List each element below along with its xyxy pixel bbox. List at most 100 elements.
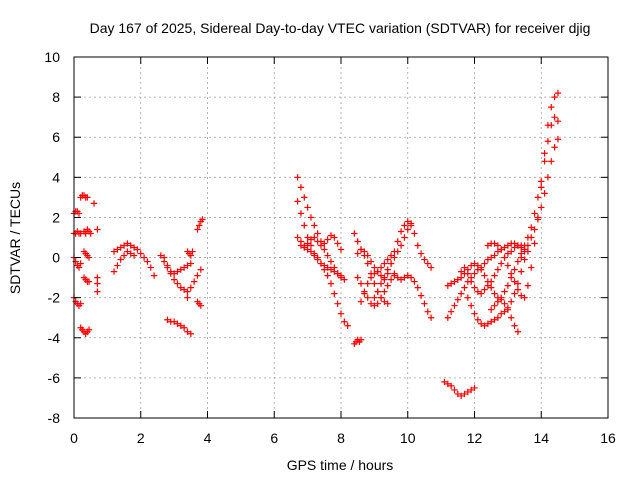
series-s27 — [357, 218, 415, 305]
data-point — [464, 270, 472, 277]
y-tick-label: 8 — [52, 89, 60, 105]
data-point — [504, 242, 512, 249]
data-point — [421, 300, 428, 307]
data-point — [157, 252, 164, 259]
series-s18 — [194, 298, 205, 309]
data-point — [464, 294, 472, 301]
tick-labels: 0 2 4 6 8 10 12 14 16 -8 -6 -4 -2 0 2 4 6 8 10 — [44, 49, 616, 446]
data-point — [337, 272, 345, 279]
data-point — [524, 242, 532, 249]
data-point — [307, 242, 315, 249]
data-point — [538, 204, 545, 211]
data-point — [341, 318, 348, 325]
data-point — [454, 390, 462, 398]
data-points — [70, 89, 562, 400]
data-point — [508, 314, 515, 321]
data-point — [377, 264, 385, 271]
y-tick-label: -2 — [48, 290, 61, 306]
data-point — [180, 324, 188, 331]
data-point — [477, 264, 485, 271]
data-point — [381, 274, 388, 281]
x-tick-label: 6 — [270, 430, 278, 446]
data-point — [498, 294, 505, 301]
data-point — [501, 244, 508, 251]
data-point — [377, 272, 385, 279]
y-axis-label: SDTVAR / TECUs — [7, 182, 23, 294]
y-tick-label: 10 — [44, 49, 60, 65]
data-point — [394, 274, 401, 281]
y-tick-label: 6 — [52, 129, 60, 145]
data-point — [481, 322, 488, 329]
data-point — [384, 256, 391, 263]
data-point — [331, 234, 338, 241]
data-point — [174, 268, 181, 275]
data-point — [117, 244, 124, 251]
data-point — [164, 262, 171, 269]
data-point — [334, 300, 341, 307]
data-point — [417, 292, 425, 299]
y-tick-label: -6 — [48, 370, 61, 386]
data-point — [197, 302, 205, 309]
data-point — [114, 246, 121, 253]
data-point — [357, 246, 365, 253]
data-point — [508, 248, 515, 255]
data-point — [371, 302, 378, 309]
data-point — [294, 174, 301, 181]
y-tick-label: 2 — [52, 209, 60, 225]
data-point — [130, 244, 138, 251]
data-point — [301, 222, 308, 229]
data-point — [189, 248, 196, 255]
data-point — [414, 242, 421, 249]
data-point — [334, 270, 341, 277]
data-point — [199, 216, 206, 223]
data-point — [384, 300, 391, 307]
x-tick-label: 12 — [467, 430, 483, 446]
data-point — [451, 302, 458, 309]
data-point — [494, 266, 502, 273]
data-point — [554, 89, 562, 97]
data-point — [331, 290, 338, 297]
data-point — [491, 290, 498, 297]
data-point — [377, 280, 385, 287]
data-point — [461, 390, 468, 398]
data-point — [491, 316, 498, 323]
data-point — [414, 284, 421, 291]
data-point — [471, 284, 478, 291]
data-point — [531, 226, 538, 233]
data-point — [481, 286, 488, 293]
data-point — [518, 268, 525, 275]
data-point — [511, 244, 518, 251]
data-point — [494, 314, 502, 321]
data-point — [324, 272, 331, 279]
series-s23 — [351, 230, 391, 307]
y-tick-label: 4 — [52, 169, 60, 185]
data-point — [317, 260, 325, 267]
data-point — [90, 200, 98, 207]
data-point — [504, 304, 512, 311]
data-point — [371, 294, 378, 301]
data-point — [87, 230, 94, 237]
data-point — [197, 266, 205, 273]
series-s7 — [80, 248, 93, 261]
x-tick-label: 4 — [204, 430, 212, 446]
y-tick-label: -4 — [48, 330, 61, 346]
data-point — [397, 228, 405, 235]
data-point — [387, 260, 395, 267]
data-point — [444, 380, 451, 388]
data-point — [321, 262, 328, 269]
data-point — [387, 276, 395, 283]
data-point — [357, 336, 365, 343]
data-point — [461, 264, 468, 271]
data-point — [327, 258, 335, 265]
data-point — [511, 278, 518, 285]
data-point — [417, 250, 425, 257]
data-point — [314, 238, 321, 245]
chart-title: Day 167 of 2025, Sidereal Day-to-day VTE… — [90, 20, 591, 36]
data-point — [381, 260, 388, 267]
data-point — [498, 260, 505, 267]
data-point — [180, 286, 188, 293]
data-point — [491, 240, 498, 247]
data-point — [361, 248, 368, 255]
series-s10 — [110, 240, 158, 279]
